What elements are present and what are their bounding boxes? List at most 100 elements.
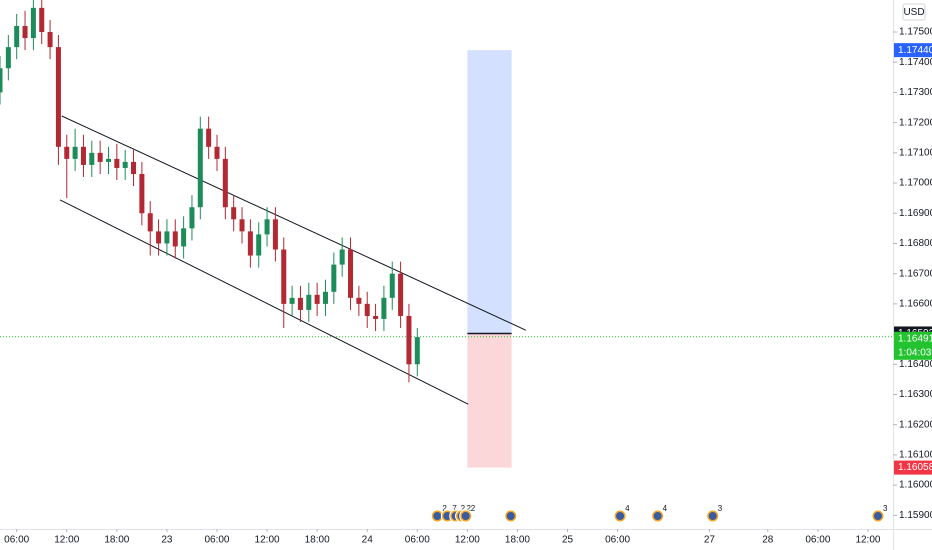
currency-box[interactable]	[902, 3, 926, 21]
event-count: 4	[663, 504, 668, 513]
candle-body	[80, 146, 86, 165]
event-flag	[461, 512, 470, 520]
candle-body	[264, 219, 270, 235]
y-tick-label: 1.16300	[899, 389, 932, 400]
x-tick-label: 06:00	[805, 535, 830, 546]
candle-body	[147, 213, 153, 232]
y-tick-label: 1.17100	[899, 147, 932, 158]
candle-body	[364, 303, 370, 316]
event-count: 2	[461, 504, 466, 513]
candle-body	[164, 231, 170, 244]
candle-body	[289, 297, 295, 304]
candle-body	[206, 128, 212, 147]
candle-body	[55, 47, 61, 147]
candle-body	[47, 32, 53, 48]
candle-body	[306, 294, 312, 310]
last-price-label: 1.16491	[898, 333, 932, 344]
candle-body	[214, 146, 220, 159]
event-flag	[616, 512, 625, 520]
last-price-tag	[894, 331, 932, 360]
candle-body	[297, 297, 303, 310]
x-tick-label: 06:00	[405, 535, 430, 546]
candle-body	[5, 47, 11, 69]
candle-body	[0, 68, 3, 93]
candle-body	[331, 264, 337, 292]
x-tick-label: 06:00	[204, 535, 229, 546]
candle-body	[322, 291, 328, 304]
event-count: 2	[471, 504, 476, 513]
event-count: 3	[883, 504, 888, 513]
candle-body	[381, 297, 387, 319]
candle-body	[172, 231, 178, 247]
candle-body	[72, 146, 78, 159]
event-count: 7	[452, 504, 457, 513]
candle-body	[281, 249, 287, 304]
price-tag-label: 1.16058	[898, 462, 932, 473]
x-tick-label: 18:00	[104, 535, 129, 546]
x-tick-label: 18:00	[305, 535, 330, 546]
y-tick-label: 1.15900	[899, 510, 932, 521]
event-flag	[708, 512, 717, 520]
candle-body	[89, 152, 95, 165]
candle-body	[247, 231, 253, 256]
y-tick-label: 1.16000	[899, 480, 932, 491]
event-count: 4	[625, 504, 630, 513]
event-flag	[653, 512, 662, 520]
candle-body	[231, 207, 237, 220]
y-tick-label: 1.17200	[899, 117, 932, 128]
x-tick-label: 12:00	[455, 535, 480, 546]
x-tick-label: 06:00	[4, 535, 29, 546]
candle-body	[156, 231, 162, 244]
candle-body	[398, 273, 404, 316]
trend-line	[59, 199, 469, 405]
countdown: 1:04:03	[898, 347, 932, 358]
y-tick-label: 1.16600	[899, 299, 932, 310]
candle-body	[189, 207, 195, 229]
price-tag-label: 1.17440	[898, 45, 932, 56]
candle-body	[122, 161, 128, 168]
x-tick-label: 06:00	[605, 535, 630, 546]
y-tick-label: 1.16100	[899, 450, 932, 461]
candle-body	[314, 294, 320, 304]
y-tick-label: 1.16400	[899, 359, 932, 370]
event-count: 2	[467, 504, 472, 513]
y-tick-label: 1.17000	[899, 178, 932, 189]
event-flag	[873, 512, 882, 520]
candle-body	[64, 146, 70, 159]
stop-zone	[467, 333, 512, 468]
candle-body	[414, 337, 420, 365]
event-flag	[443, 512, 452, 520]
candle-body	[272, 219, 278, 250]
candle-body	[97, 152, 103, 162]
y-tick-label: 1.16900	[899, 208, 932, 219]
candle-body	[373, 315, 379, 319]
currency-label: USD	[903, 7, 924, 18]
trend-line	[61, 115, 526, 331]
y-tick-label: 1.17500	[899, 27, 932, 38]
x-tick-label: 18:00	[505, 535, 530, 546]
y-tick-label: 1.16200	[899, 419, 932, 430]
candle-body	[131, 161, 137, 174]
price-tag	[894, 43, 932, 58]
x-tick-label: 28	[762, 535, 774, 546]
y-tick-label: 1.16700	[899, 268, 932, 279]
candle-body	[22, 25, 28, 39]
event-flag	[433, 512, 442, 520]
y-tick-label: 1.17300	[899, 87, 932, 98]
candle-body	[348, 249, 354, 298]
x-tick-label: 12:00	[54, 535, 79, 546]
candle-body	[239, 219, 245, 232]
event-count: 2	[442, 504, 447, 513]
candle-body	[256, 234, 262, 256]
x-tick-label: 23	[161, 535, 173, 546]
candle-body	[105, 158, 111, 162]
x-tick-label: 25	[562, 535, 574, 546]
candle-body	[181, 228, 187, 247]
candle-body	[39, 7, 45, 33]
candle-body	[339, 249, 345, 265]
candle-body	[406, 315, 412, 365]
candle-body	[114, 158, 120, 168]
candle-body	[356, 297, 362, 304]
x-tick-label: 24	[362, 535, 374, 546]
